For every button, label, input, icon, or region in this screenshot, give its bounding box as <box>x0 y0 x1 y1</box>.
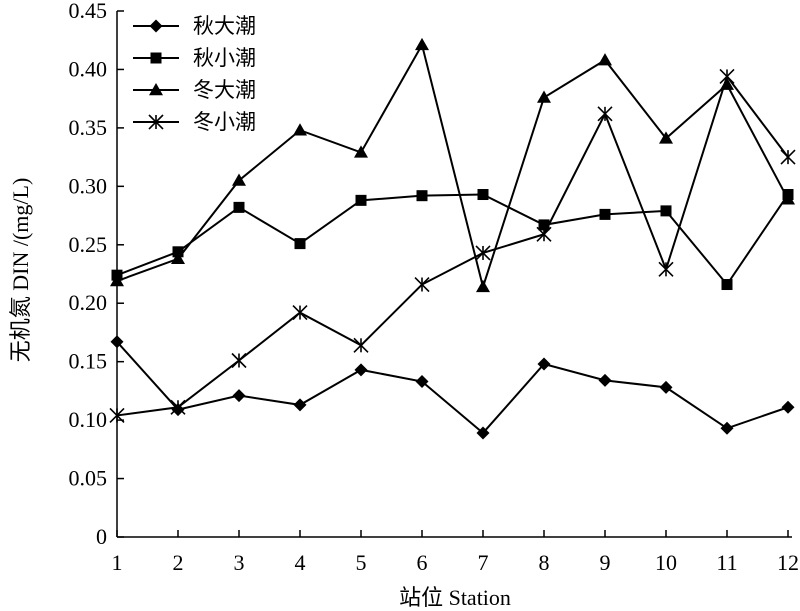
y-ticks: 0 0.05 0.10 0.15 0.20 0.25 0.30 0.35 0.40 0.45 <box>69 0 124 549</box>
data-point <box>170 399 186 415</box>
legend-label: 冬小潮 <box>193 110 256 134</box>
data-point <box>597 106 613 122</box>
x-tick-label: 9 <box>600 550 611 575</box>
legend-item: 冬大潮 <box>133 78 256 102</box>
legend-marker <box>148 114 164 130</box>
legend-marker <box>149 19 163 33</box>
x-tick-label: 10 <box>655 550 677 575</box>
data-point <box>414 276 430 293</box>
legend-marker <box>150 52 162 64</box>
data-point <box>781 400 795 414</box>
data-point <box>781 192 795 205</box>
series-1 <box>110 335 795 440</box>
data-point <box>721 279 733 291</box>
data-point <box>110 274 124 287</box>
data-point <box>233 201 245 213</box>
x-tick-label: 4 <box>295 550 306 575</box>
data-point <box>537 90 551 103</box>
series-line <box>116 42 789 291</box>
data-point <box>231 352 247 369</box>
y-tick-label: 0.15 <box>69 349 108 374</box>
data-point <box>598 53 612 66</box>
y-axis-title: 无机氮 DIN /(mg/L) <box>8 178 33 363</box>
data-point <box>538 219 550 231</box>
y-tick-label: 0 <box>96 524 107 549</box>
x-tick-label: 11 <box>716 550 737 575</box>
x-tick-label: 3 <box>234 550 245 575</box>
data-point <box>720 421 734 435</box>
data-point <box>719 68 735 85</box>
data-point <box>171 251 185 265</box>
series-layer <box>109 37 796 440</box>
series-2 <box>111 189 794 291</box>
data-point <box>536 226 552 242</box>
data-point <box>110 335 124 349</box>
y-tick-label: 0.35 <box>69 115 108 140</box>
data-point <box>232 389 246 403</box>
series-4 <box>109 68 796 424</box>
x-tick-label: 1 <box>112 550 123 575</box>
data-point <box>660 205 672 217</box>
data-point <box>475 245 491 261</box>
data-point <box>659 131 673 144</box>
data-point <box>354 145 368 158</box>
y-tick-label: 0.05 <box>69 466 108 491</box>
data-point <box>780 149 796 165</box>
data-point <box>292 305 308 321</box>
data-point <box>416 190 428 202</box>
data-point <box>476 279 490 293</box>
y-tick-label: 0.20 <box>69 290 108 315</box>
legend-item: 冬小潮 <box>133 110 256 134</box>
data-point <box>354 363 368 377</box>
data-point <box>293 398 307 412</box>
data-point <box>476 426 490 440</box>
data-point <box>659 380 673 394</box>
legend-label: 秋小潮 <box>193 46 256 70</box>
x-axis-title: 站位 Station <box>399 585 511 610</box>
x-tick-label: 8 <box>539 550 550 575</box>
series-line <box>116 193 789 287</box>
legend-item: 秋小潮 <box>133 46 256 70</box>
x-ticks: 1 2 3 4 5 6 7 8 9 10 11 12 <box>112 530 799 575</box>
data-point <box>355 194 367 206</box>
series-3 <box>110 37 795 293</box>
y-tick-label: 0.25 <box>69 232 108 257</box>
y-tick-label: 0.40 <box>69 56 108 81</box>
data-point <box>415 37 429 51</box>
data-point <box>232 173 246 186</box>
legend-marker <box>149 83 163 96</box>
legend-label: 冬大潮 <box>193 78 256 102</box>
x-tick-label: 12 <box>777 550 799 575</box>
x-tick-label: 6 <box>417 550 428 575</box>
series-line <box>116 341 789 435</box>
data-point <box>293 123 307 136</box>
y-tick-label: 0.45 <box>69 0 108 23</box>
data-point <box>599 208 611 220</box>
x-tick-label: 7 <box>478 550 489 575</box>
data-point <box>353 337 369 353</box>
y-tick-label: 0.30 <box>69 173 108 198</box>
x-tick-label: 5 <box>356 550 367 575</box>
series-line <box>116 74 789 417</box>
y-tick-label: 0.10 <box>69 407 108 432</box>
data-point <box>537 357 551 371</box>
x-tick-label: 2 <box>173 550 184 575</box>
data-point <box>598 373 612 387</box>
data-point <box>294 238 306 250</box>
data-point <box>658 261 674 277</box>
legend-label: 秋大潮 <box>193 14 256 38</box>
data-point <box>477 189 489 201</box>
data-point <box>172 246 184 258</box>
data-point <box>415 375 429 389</box>
legend-item: 秋大潮 <box>133 14 256 38</box>
data-point <box>109 407 125 424</box>
